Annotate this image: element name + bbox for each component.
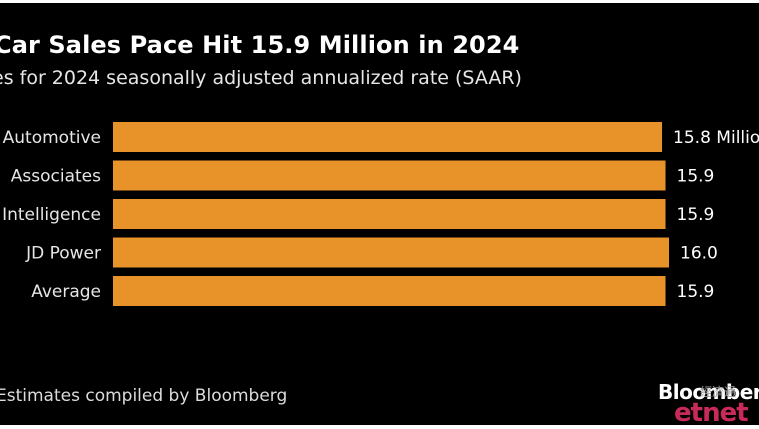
category-label: Intelligence [2,205,101,225]
etnet-watermark: etnet [674,398,749,425]
category-label: Automotive [3,128,101,148]
bar-associates [113,160,666,191]
chart-subtitle: es for 2024 seasonally adjusted annualiz… [0,67,522,89]
bar-chart: Automotive 15.8 Million Associates 15.9 Inte… [2,122,759,306]
chart-title: Car Sales Pace Hit 15.9 Million in 2024 [0,31,520,59]
bar-automotive [113,122,663,152]
bar-average [113,276,666,306]
category-label: Associates [11,167,101,187]
watermark-subtext: 經濟通 [700,385,737,399]
value-label: 16.0 [680,244,718,264]
chart-frame: Car Sales Pace Hit 15.9 Million in 2024 … [0,3,759,425]
value-label: 15.9 [677,167,715,187]
category-label: Average [31,282,101,302]
bar-intelligence [113,199,666,229]
value-label: 15.8 Million [673,128,759,148]
value-label: 15.9 [677,205,715,225]
bar-jd-power [113,237,669,268]
category-label: JD Power [25,244,101,264]
value-label: 15.9 [677,282,715,302]
source-note: Estimates compiled by Bloomberg [0,386,288,406]
bloomberg-logo: Bloomberg [658,380,759,404]
